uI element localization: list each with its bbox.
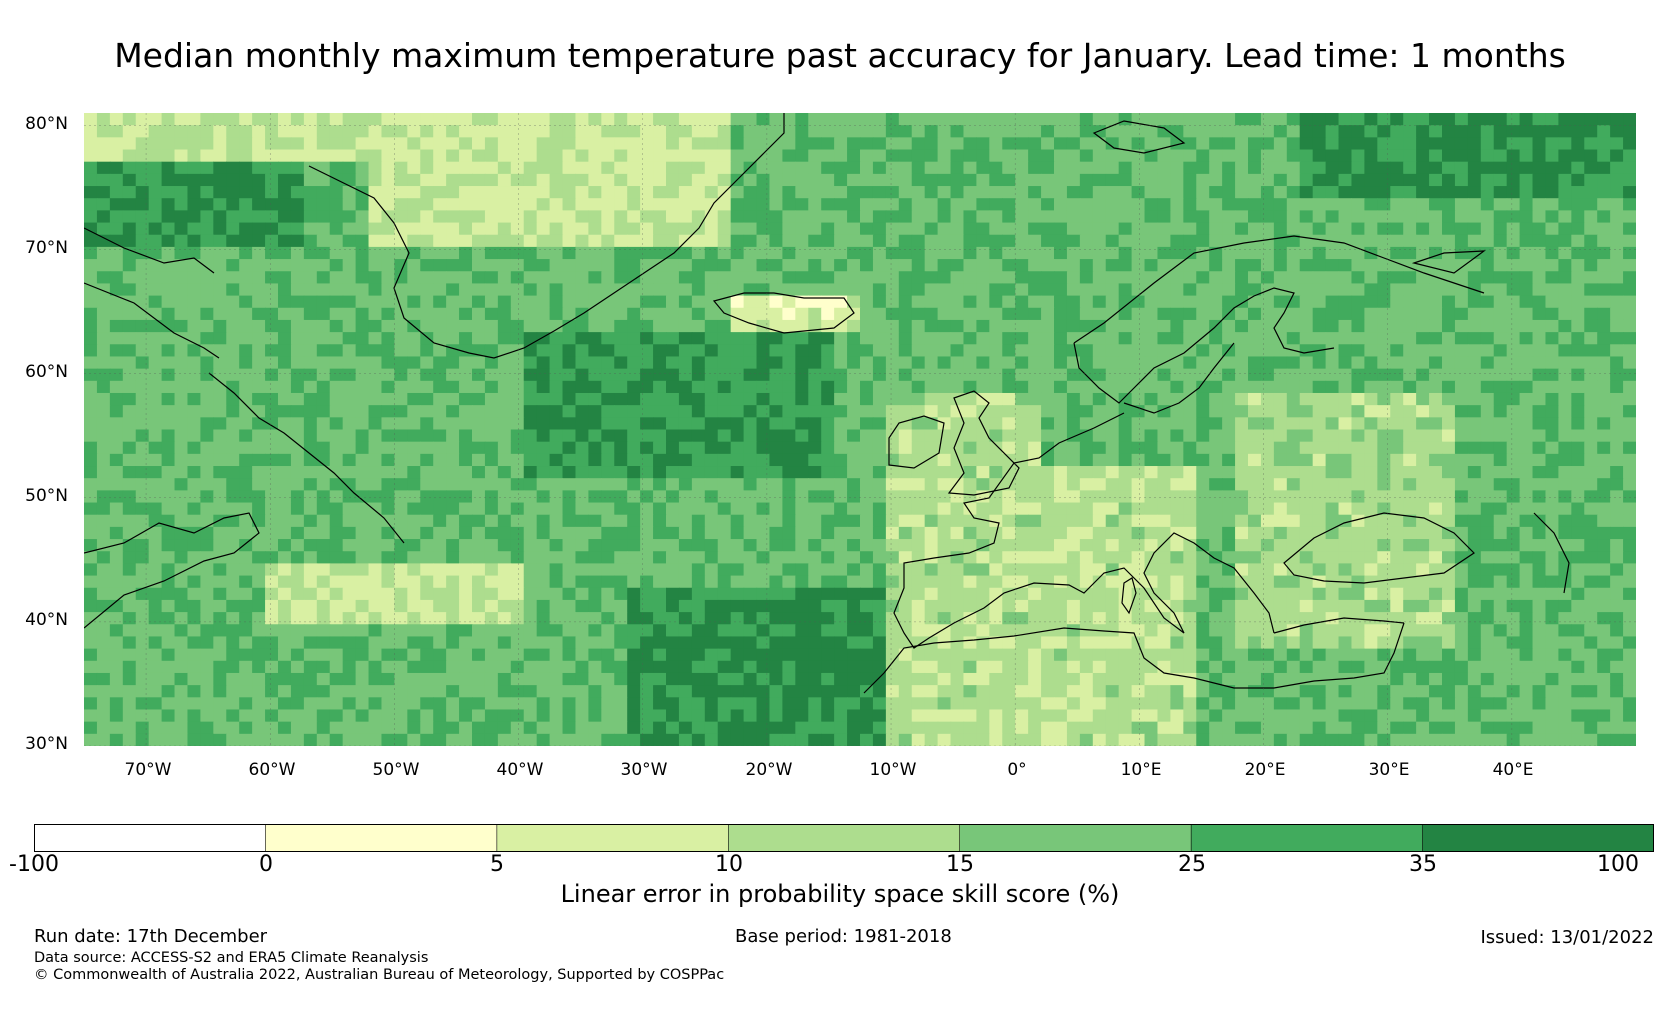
lon-label-40w: 40°W [496,760,544,780]
colorbar-label: Linear error in probability space skill … [560,880,1120,908]
lat-label-40: 40°N [25,610,68,630]
lat-label-50: 50°N [25,486,68,506]
colorbar-tick-neg100: -100 [9,852,59,877]
colorbar-segment [959,824,1192,852]
issued-date: Issued: 13/01/2022 [1480,927,1654,948]
coastlines [84,113,1570,694]
lon-label-30w: 30°W [620,760,668,780]
run-date: Run date: 17th December [34,926,268,947]
colorbar-segment [1191,824,1424,852]
data-source: Data source: ACCESS-S2 and ERA5 Climate … [34,950,429,966]
lat-label-30: 30°N [25,734,68,754]
skill-score-map [84,113,1636,746]
lon-label-50w: 50°W [372,760,420,780]
colorbar-tick-15: 15 [946,852,974,877]
colorbar-segment [1422,824,1654,852]
lon-label-10w: 10°W [869,760,917,780]
colorbar-segment [265,824,498,852]
skill-score-grid [84,113,1636,746]
lon-label-70w: 70°W [124,760,172,780]
lat-label-70: 70°N [25,238,68,258]
lon-label-0: 0° [1007,760,1027,780]
colorbar-segment [728,824,961,852]
colorbar [34,824,1654,852]
colorbar-segment [34,824,266,852]
colorbar-tick-10: 10 [715,852,743,877]
lat-label-80: 80°N [25,114,68,134]
lon-label-60w: 60°W [248,760,296,780]
lon-label-40e: 40°E [1492,760,1534,780]
lon-label-30e: 30°E [1368,760,1410,780]
lon-label-20e: 20°E [1244,760,1286,780]
colorbar-tick-35: 35 [1409,852,1437,877]
lon-label-20w: 20°W [745,760,793,780]
chart-title: Median monthly maximum temperature past … [114,36,1566,75]
colorbar-tick-0: 0 [259,852,273,877]
colorbar-tick-5: 5 [490,852,504,877]
colorbar-tick-25: 25 [1178,852,1206,877]
copyright: © Commonwealth of Australia 2022, Austra… [34,967,725,983]
colorbar-tick-100: 100 [1597,852,1639,877]
lon-label-10e: 10°E [1120,760,1162,780]
colorbar-segment [496,824,729,852]
base-period: Base period: 1981-2018 [735,926,952,947]
lat-label-60: 60°N [25,362,68,382]
